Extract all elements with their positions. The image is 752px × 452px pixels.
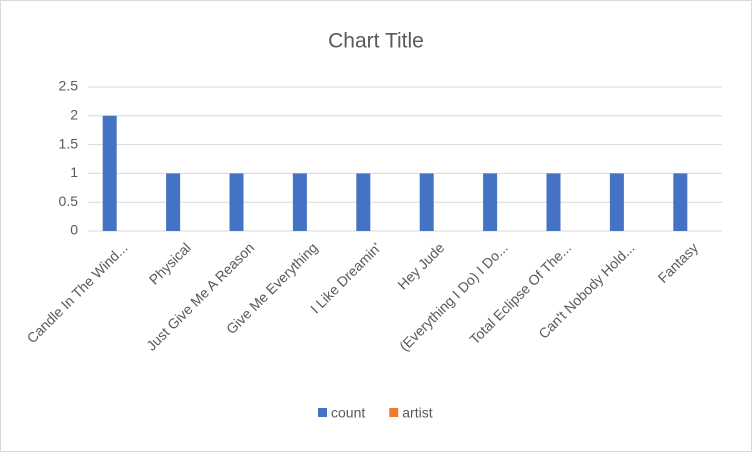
bar — [483, 173, 498, 231]
bar — [546, 173, 561, 231]
y-tick-label: 2 — [70, 107, 78, 123]
y-tick-label: 1.5 — [59, 135, 79, 151]
bar — [673, 173, 688, 231]
y-tick-label: 0.5 — [59, 193, 79, 209]
bar — [419, 173, 434, 231]
bar — [229, 173, 244, 231]
y-tick-label: 0 — [70, 222, 78, 238]
y-tick-label: 2.5 — [59, 78, 79, 94]
legend-swatch — [389, 408, 399, 417]
bar — [356, 173, 371, 231]
legend-swatch — [318, 408, 327, 417]
bar — [292, 173, 307, 231]
legend-label: count — [331, 405, 365, 421]
bar — [609, 173, 624, 231]
chart-title: Chart Title — [328, 30, 424, 53]
bar — [166, 173, 181, 231]
bar — [102, 115, 117, 231]
y-tick-label: 1 — [70, 164, 78, 180]
legend-label: artist — [402, 405, 432, 421]
